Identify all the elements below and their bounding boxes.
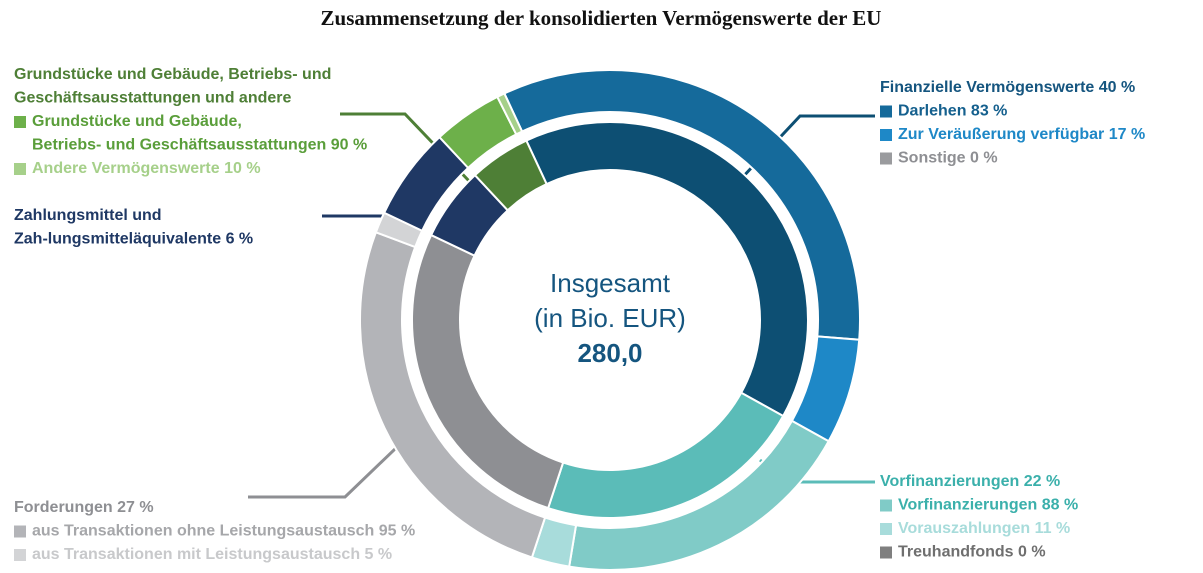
group-label: Grundstücke und Gebäude, Betriebs- und	[14, 66, 331, 83]
item-label: Zur Veräußerung verfügbar 17 %	[898, 126, 1145, 143]
item-label: Vorfinanzierungen 88 %	[898, 497, 1078, 514]
legend-swatch	[14, 116, 26, 128]
legend-swatch	[880, 523, 892, 535]
item-label: Betriebs- und Geschäftsausstattungen 90 …	[32, 137, 367, 154]
item-label: Andere Vermögenswerte 10 %	[32, 160, 261, 177]
legend-swatch	[880, 152, 892, 165]
group-label: Geschäftsausstattungen und andere	[14, 90, 291, 107]
center-label: Insgesamt	[550, 268, 671, 298]
group-label: Finanzielle Vermögenswerte 40 %	[880, 79, 1135, 96]
inner-segment	[524, 121, 809, 418]
item-label: aus Transaktionen ohne Leistungsaustausc…	[32, 523, 415, 540]
inner-segment	[473, 139, 548, 212]
legend-swatch	[14, 549, 26, 561]
item-label: Darlehen 83 %	[898, 103, 1007, 120]
group-label: Zah-lungsmitteläquivalente 6 %	[14, 231, 253, 248]
group-label: Zahlungsmittel und	[14, 207, 162, 224]
group-label: Forderungen 27 %	[14, 499, 154, 516]
item-label: Vorauszahlungen 11 %	[898, 520, 1070, 537]
center-total: 280,0	[577, 338, 642, 368]
legend-swatch	[880, 129, 892, 141]
item-label: Sonstige 0 %	[898, 150, 998, 167]
legend-swatch	[880, 499, 892, 512]
legend-swatch	[14, 163, 26, 175]
item-label: Treuhandfonds 0 %	[898, 544, 1046, 561]
outer-segment	[495, 92, 524, 136]
item-label: Grundstücke und Gebäude,	[32, 113, 242, 130]
center-label: (in Bio. EUR)	[534, 303, 686, 333]
item-label: aus Transaktionen mit Leistungsaustausch…	[32, 546, 392, 563]
legend-swatch	[14, 525, 26, 538]
legend-swatch	[880, 546, 892, 559]
chart-title: Zusammensetzung der konsolidierten Vermö…	[321, 6, 882, 30]
legend-swatch	[880, 105, 892, 118]
group-label: Vorfinanzierungen 22 %	[880, 473, 1060, 490]
